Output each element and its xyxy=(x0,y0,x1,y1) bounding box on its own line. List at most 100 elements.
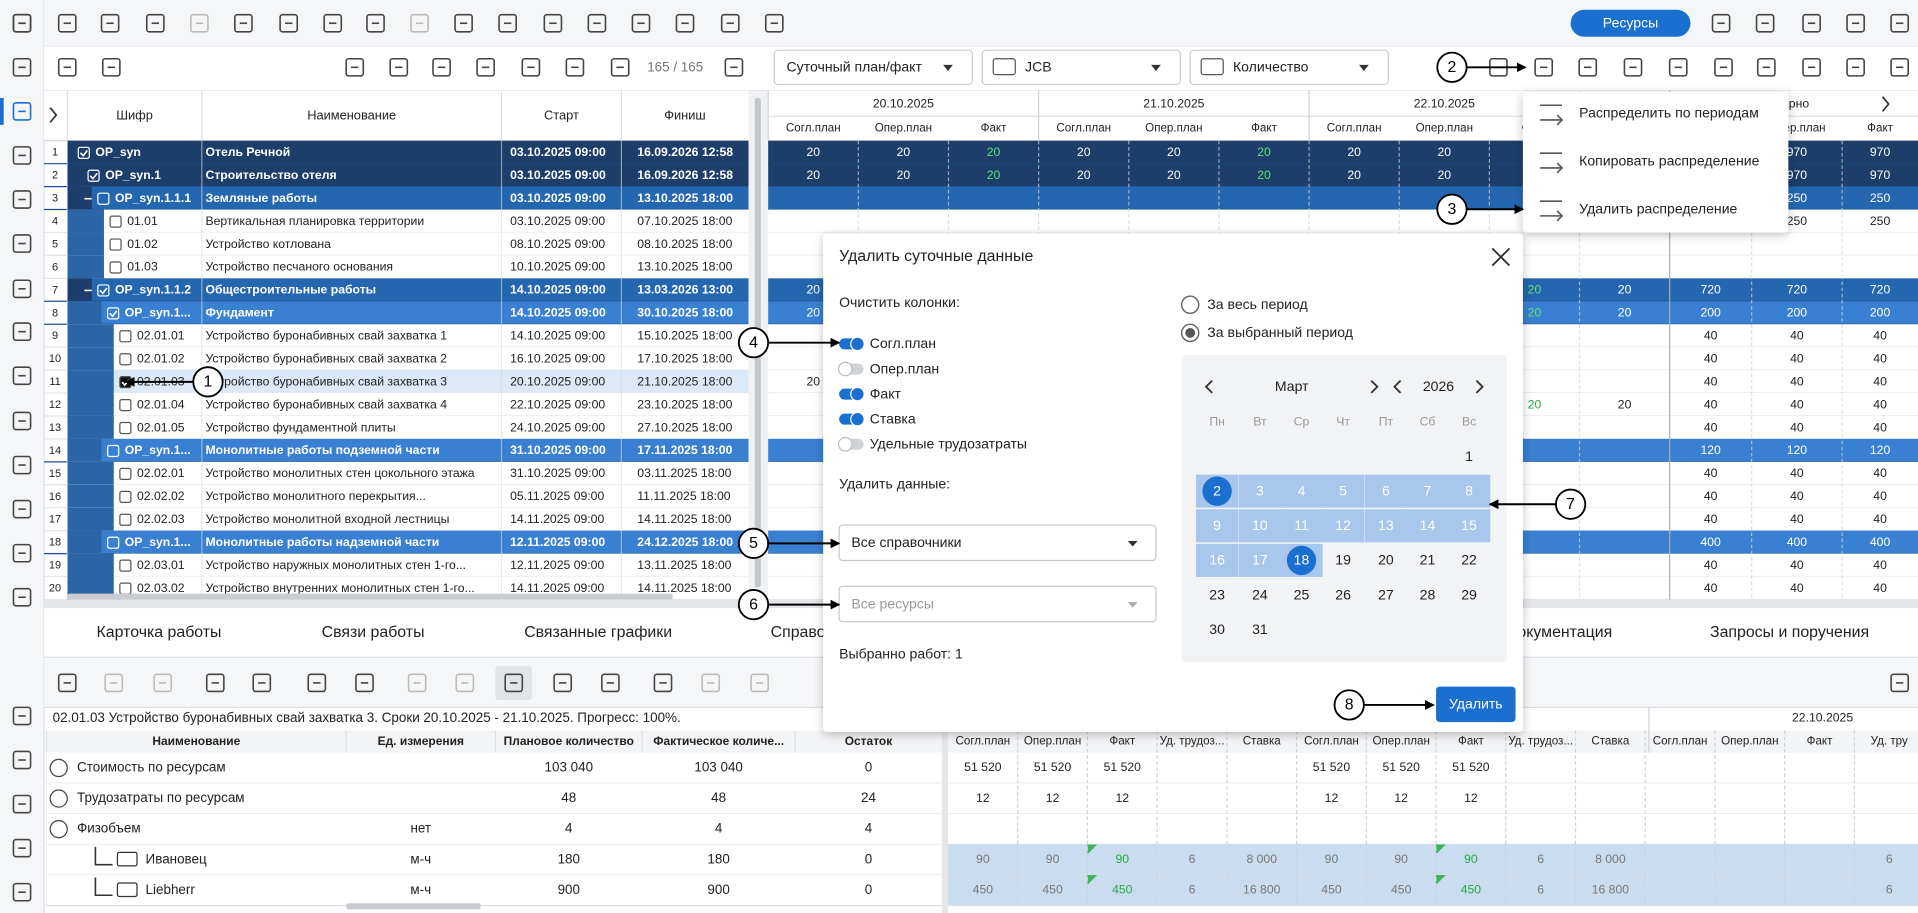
icon-button[interactable] xyxy=(104,673,124,693)
calendar-day[interactable]: 4 xyxy=(1280,474,1323,508)
icon-button[interactable] xyxy=(498,13,517,33)
icon-button[interactable] xyxy=(101,57,121,77)
calendar-day[interactable]: 3 xyxy=(1238,474,1282,508)
menu-item[interactable]: Удалить распределение xyxy=(1540,200,1738,222)
icon-button[interactable] xyxy=(153,673,173,693)
table-row[interactable]: 14 OP_syn.1... Монолитные работы подземной… xyxy=(44,438,749,463)
bottom-tab[interactable]: Связанные графики xyxy=(524,624,672,641)
calendar-day[interactable]: 21 xyxy=(1420,552,1436,568)
calendar-nav[interactable] xyxy=(1475,379,1484,394)
calendar-day[interactable]: 1 xyxy=(1465,448,1473,464)
icon-button[interactable] xyxy=(279,13,299,33)
icon-button[interactable] xyxy=(631,13,651,33)
icon-button[interactable] xyxy=(1668,57,1688,77)
dropdown-select[interactable]: JCB xyxy=(981,49,1182,86)
toggle[interactable]: Удельные трудозатраты xyxy=(837,436,1027,452)
resources-button[interactable]: Ресурсы xyxy=(1570,9,1691,37)
icon-button[interactable] xyxy=(323,13,343,33)
icon-button[interactable] xyxy=(455,673,475,693)
toggle[interactable]: Согл.план xyxy=(839,335,936,352)
icon-button[interactable] xyxy=(720,13,740,33)
toggle[interactable]: Ставка xyxy=(839,411,916,427)
icon-button[interactable] xyxy=(1711,13,1731,33)
table-row[interactable]: 9 02.01.01 Устройство буронабивных свай за… xyxy=(44,324,749,348)
icon-button[interactable] xyxy=(1846,57,1865,77)
icon-button[interactable] xyxy=(12,543,32,563)
icon-button[interactable] xyxy=(12,587,32,607)
calendar-day[interactable]: 7 xyxy=(1406,474,1449,508)
icon-button[interactable] xyxy=(12,411,32,431)
resource-row[interactable]: Стоимость по ресурсам 103 040 103 040 0 xyxy=(46,752,942,784)
calendar-day[interactable]: 30 xyxy=(1209,621,1225,637)
table-row[interactable]: 20 02.03.02 Устройство внутренних монолитн… xyxy=(44,576,749,601)
resource-row[interactable]: Физобъем нет 4 4 4 xyxy=(46,813,942,846)
table-row[interactable]: 8 OP_syn.1... Фундамент 14.10.2025 09:00 30.… xyxy=(44,301,749,325)
radio-option[interactable]: За выбранный период xyxy=(1180,323,1353,343)
table-row[interactable]: 16 02.02.02 Устройство монолитного перекры… xyxy=(44,484,749,509)
icon-button[interactable] xyxy=(724,57,744,77)
calendar-day[interactable]: 26 xyxy=(1335,586,1351,602)
icon-button[interactable] xyxy=(565,57,585,77)
dropdown-select[interactable]: Суточный план/факт xyxy=(773,49,974,86)
icon-button[interactable] xyxy=(12,499,32,519)
menu-item[interactable]: Распределить по периодам xyxy=(1540,104,1759,126)
icon-button[interactable] xyxy=(234,13,253,33)
table-row[interactable]: 18 OP_syn.1... Монолитные работы надземной… xyxy=(44,530,749,555)
icon-button[interactable] xyxy=(553,673,573,693)
icon-button[interactable] xyxy=(12,190,32,209)
icon-button[interactable] xyxy=(476,57,495,77)
calendar-day[interactable]: 14 xyxy=(1406,509,1449,543)
icon-button[interactable] xyxy=(407,673,427,693)
calendar-day[interactable]: 6 xyxy=(1364,474,1408,508)
resource-row[interactable]: Трудозатраты по ресурсам 48 48 24 xyxy=(46,783,942,815)
icon-button[interactable] xyxy=(410,13,429,33)
icon-button[interactable] xyxy=(12,882,32,902)
calendar-day[interactable]: 13 xyxy=(1364,509,1408,543)
calendar-nav[interactable] xyxy=(1204,379,1213,394)
icon-button[interactable] xyxy=(521,57,541,77)
calendar-day[interactable]: 9 xyxy=(1195,509,1239,543)
calendar-day[interactable]: 16 xyxy=(1195,543,1239,577)
icon-button[interactable] xyxy=(145,13,165,33)
toggle[interactable]: Факт xyxy=(839,385,902,402)
bottom-tab[interactable]: Связи работы xyxy=(322,624,425,641)
icon-button[interactable] xyxy=(1846,13,1865,33)
calendar-day[interactable]: 17 xyxy=(1238,543,1282,577)
icon-button[interactable] xyxy=(12,455,32,475)
icon-button[interactable] xyxy=(1623,57,1643,77)
calendar-day[interactable]: 8 xyxy=(1447,474,1491,508)
bottom-tab[interactable]: Документация xyxy=(1506,624,1612,641)
icon-button[interactable] xyxy=(601,673,620,693)
icon-button[interactable] xyxy=(1755,13,1775,33)
menu-item[interactable]: Копировать распределение xyxy=(1540,152,1760,174)
icon-button[interactable] xyxy=(610,57,630,77)
icon-button[interactable] xyxy=(432,57,451,77)
dropdown-select[interactable]: Все справочники xyxy=(838,524,1157,562)
dropdown-select[interactable]: Все ресурсы xyxy=(838,585,1157,623)
icon-button[interactable] xyxy=(12,102,32,121)
calendar-day[interactable]: 29 xyxy=(1461,586,1477,602)
resource-row[interactable]: Ивановец м-ч 180 180 0 xyxy=(46,844,942,876)
icon-button[interactable] xyxy=(12,234,32,253)
calendar-day[interactable]: 27 xyxy=(1378,586,1394,602)
calendar-nav[interactable] xyxy=(1393,379,1402,394)
icon-button[interactable] xyxy=(1534,57,1554,77)
icon-button[interactable] xyxy=(57,673,77,693)
table-row[interactable]: 5 01.02 Устройство котлована 08.10.2025 09:… xyxy=(44,232,749,257)
icon-button[interactable] xyxy=(1578,57,1598,77)
icon-button[interactable] xyxy=(675,13,695,33)
icon-button[interactable] xyxy=(1714,57,1733,77)
icon-button[interactable] xyxy=(12,13,32,33)
calendar-day[interactable]: 24 xyxy=(1252,586,1268,602)
calendar-day[interactable]: 5 xyxy=(1321,474,1365,508)
icon-button[interactable] xyxy=(1890,13,1910,33)
table-row[interactable]: 3 OP_syn.1.1.1 Земляные работы 03.10.2025 0… xyxy=(44,186,749,211)
icon-button[interactable] xyxy=(12,146,32,165)
calendar-day[interactable]: 23 xyxy=(1209,586,1225,602)
bottom-tab[interactable]: Запросы и поручения xyxy=(1710,624,1869,641)
calendar-day[interactable]: 15 xyxy=(1447,509,1491,543)
radio-option[interactable]: За весь период xyxy=(1180,295,1308,315)
table-row[interactable]: 15 02.02.01 Устройство монолитных стен цок… xyxy=(44,461,749,486)
icon-button[interactable] xyxy=(57,13,77,33)
icon-button[interactable] xyxy=(12,366,32,386)
